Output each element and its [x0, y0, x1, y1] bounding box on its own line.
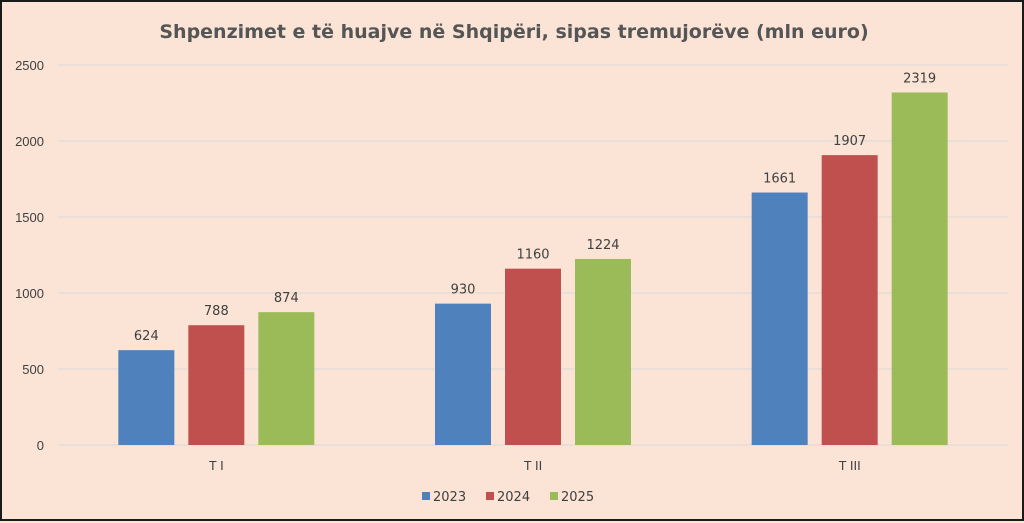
data-label: 1907	[833, 134, 866, 149]
y-tick-label: 0	[37, 438, 44, 453]
legend-swatch	[550, 492, 558, 500]
x-tick-label: T III	[839, 458, 861, 473]
bars	[118, 92, 948, 446]
legend-label: 2025	[561, 490, 594, 505]
chart-title: Shpenzimet e të huajve në Shqipëri, sipa…	[159, 21, 868, 43]
y-axis-ticks: 0 500 1000 1500 2000 2500	[15, 58, 44, 453]
legend-label: 2023	[433, 490, 466, 505]
x-axis-ticks: T I T II T III	[209, 458, 861, 473]
bar-2023-3	[751, 192, 808, 445]
x-tick-label: T II	[524, 458, 543, 473]
data-label: 1661	[763, 172, 796, 187]
y-tick-label: 2500	[15, 58, 44, 73]
data-label: 930	[451, 283, 476, 298]
data-label: 1224	[586, 238, 619, 253]
bar-2024-1	[188, 325, 245, 445]
bar-2023-1	[118, 350, 175, 445]
y-tick-label: 2000	[15, 134, 44, 149]
legend-swatch	[486, 492, 494, 500]
data-label: 624	[134, 329, 159, 344]
legend-swatch	[422, 492, 430, 500]
legend-label: 2024	[497, 490, 530, 505]
y-tick-label: 1000	[15, 286, 44, 301]
y-tick-label: 1500	[15, 210, 44, 225]
data-labels: 624 788 874 930 1160 1224 1661 1907 2319	[134, 72, 936, 345]
bar-2025-3	[891, 92, 948, 446]
y-tick-label: 500	[22, 362, 44, 377]
bar-2025-1	[258, 312, 315, 445]
x-tick-label: T I	[209, 458, 224, 473]
data-label: 1160	[516, 248, 549, 263]
data-label: 874	[274, 291, 299, 306]
bar-2025-2	[575, 258, 631, 445]
legend: 2023 2024 2025	[422, 490, 594, 505]
data-label: 788	[204, 304, 229, 319]
bar-2024-2	[505, 268, 561, 445]
bar-2023-2	[435, 303, 491, 445]
bar-2024-3	[821, 155, 878, 446]
data-label: 2319	[903, 72, 936, 87]
